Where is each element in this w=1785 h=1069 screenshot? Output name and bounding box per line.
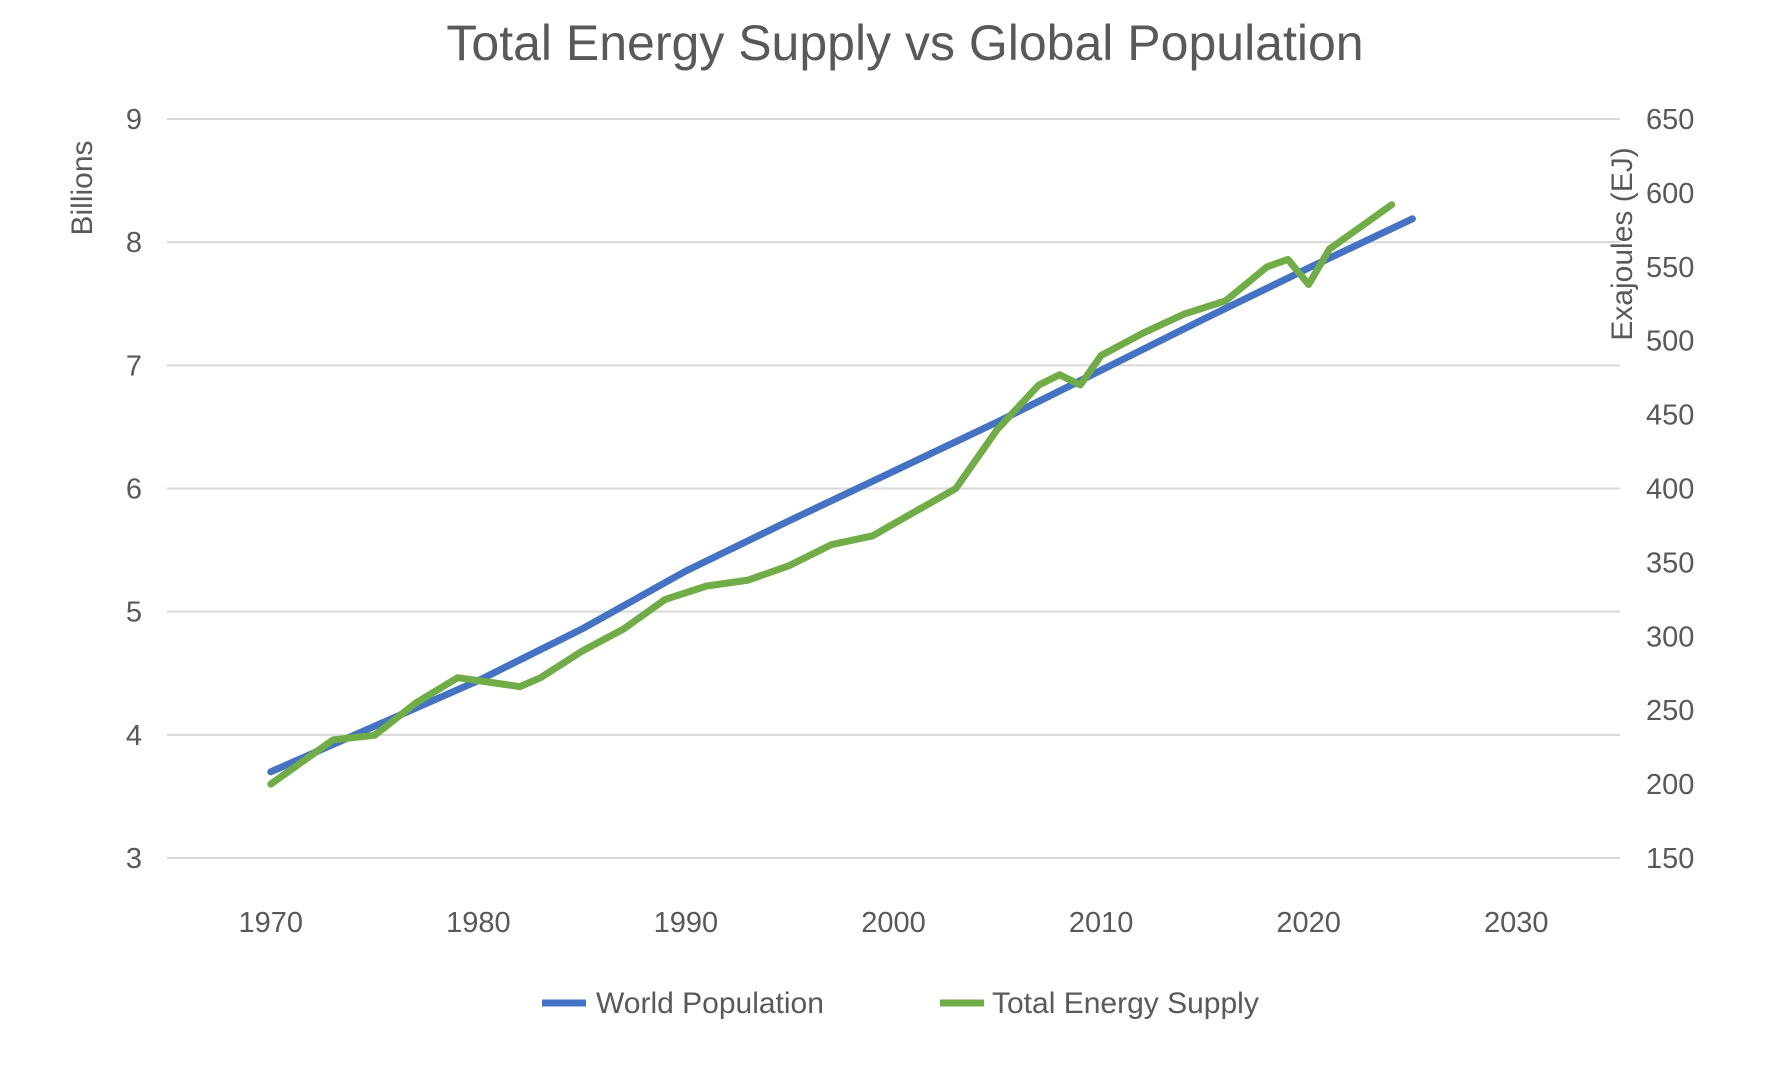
y-tick-label: 9 (126, 104, 142, 136)
y2-tick-label: 400 (1646, 474, 1694, 506)
y2-tick-label: 600 (1646, 178, 1694, 210)
y-tick-label: 7 (126, 350, 142, 382)
x-tick-label: 2000 (861, 907, 926, 939)
y2-tick-label: 150 (1646, 843, 1694, 875)
x-tick-label: 1980 (446, 907, 511, 939)
series-line-world-population (267, 215, 1416, 776)
y2-tick-label: 500 (1646, 326, 1694, 358)
legend-label: Total Energy Supply (992, 987, 1259, 1020)
x-tick-label: 2020 (1276, 907, 1341, 939)
x-tick-label: 1990 (654, 907, 719, 939)
legend: World Population Total Energy Supply (542, 987, 1259, 1020)
x-tick-label: 2030 (1484, 907, 1549, 939)
y-tick-label: 5 (126, 597, 142, 629)
y2-axis-label: Exajoules (EJ) (1606, 147, 1639, 340)
y2-tick-label: 300 (1646, 621, 1694, 653)
legend-label: World Population (596, 987, 824, 1020)
y2-tick-label: 650 (1646, 104, 1694, 136)
y-tick-label: 6 (126, 474, 142, 506)
y2-tick-label: 350 (1646, 547, 1694, 579)
y-tick-label: 4 (126, 720, 142, 752)
y2-tick-label: 450 (1646, 400, 1694, 432)
x-tick-label: 1970 (239, 907, 304, 939)
y-tick-label: 3 (126, 843, 142, 875)
x-tick-label: 2010 (1069, 907, 1134, 939)
series-line-total-energy-supply (267, 201, 1396, 788)
y2-tick-label: 200 (1646, 769, 1694, 801)
y2-tick-label: 550 (1646, 252, 1694, 284)
chart-title: Total Energy Supply vs Global Population (446, 15, 1363, 71)
y-tick-label: 8 (126, 227, 142, 259)
y-axis-label: Billions (66, 140, 99, 235)
y2-tick-label: 250 (1646, 695, 1694, 727)
